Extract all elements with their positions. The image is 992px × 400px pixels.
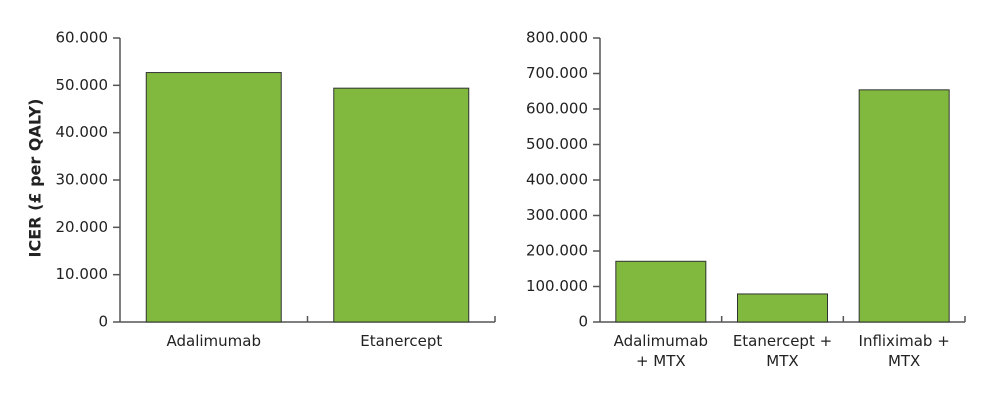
x-tick-label: Etanercept bbox=[360, 332, 443, 350]
y-tick-label: 20.000 bbox=[56, 218, 109, 236]
y-axis-label: ICER (£ per QALY) bbox=[26, 99, 45, 258]
bar bbox=[737, 293, 828, 323]
y-tick-label: 0 bbox=[578, 313, 588, 331]
x-tick-label: Infliximab + MTX bbox=[858, 332, 950, 370]
y-tick-label: 0 bbox=[98, 313, 108, 331]
y-tick-label: 30.000 bbox=[56, 171, 109, 189]
y-tick-label: 100.000 bbox=[526, 277, 588, 295]
bar bbox=[858, 89, 950, 323]
y-tick-label: 300.000 bbox=[526, 206, 588, 224]
y-tick-label: 400.000 bbox=[526, 171, 588, 189]
x-tick-label: Etanercept + MTX bbox=[732, 332, 833, 370]
y-tick-label: 500.000 bbox=[526, 135, 588, 153]
y-tick-label: 50.000 bbox=[56, 76, 109, 94]
bar bbox=[145, 72, 282, 323]
bar bbox=[333, 87, 470, 323]
y-tick-label: 200.000 bbox=[526, 242, 588, 260]
x-tick-label: Adalimumab bbox=[166, 332, 262, 350]
x-tick-label: Adalimumab + MTX bbox=[613, 332, 709, 370]
y-tick-label: 700.000 bbox=[526, 64, 588, 82]
bar bbox=[615, 260, 707, 323]
y-tick-label: 40.000 bbox=[56, 123, 109, 141]
y-tick-label: 10.000 bbox=[56, 265, 109, 283]
y-tick-label: 600.000 bbox=[526, 100, 588, 118]
y-tick-label: 800.000 bbox=[526, 29, 588, 47]
y-tick-label: 60.000 bbox=[56, 29, 109, 47]
